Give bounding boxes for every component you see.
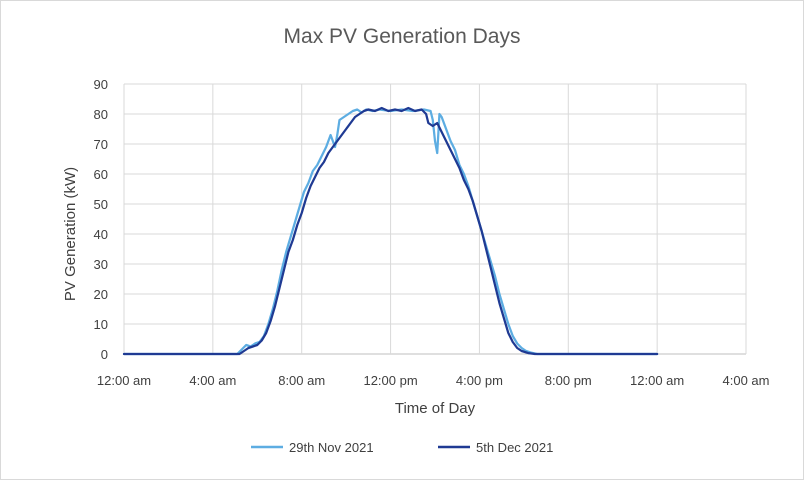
x-axis-label: Time of Day — [395, 400, 476, 417]
legend: 29th Nov 2021 5th Dec 2021 — [251, 440, 553, 455]
y-axis-label: PV Generation (kW) — [62, 167, 79, 301]
y-tick-label: 70 — [94, 137, 108, 152]
y-tick-label: 60 — [94, 167, 108, 182]
chart-title: Max PV Generation Days — [284, 25, 521, 48]
gridlines — [123, 83, 747, 355]
x-tick-label: 8:00 am — [278, 373, 325, 388]
y-tick-label: 0 — [101, 347, 108, 362]
x-tick-label: 8:00 pm — [545, 373, 592, 388]
legend-label: 29th Nov 2021 — [289, 440, 374, 455]
y-tick-label: 90 — [94, 77, 108, 92]
y-tick-label: 50 — [94, 197, 108, 212]
y-axis-ticks: 0 10 20 30 40 50 60 70 80 90 — [94, 77, 108, 362]
x-axis-ticks: 12:00 am 4:00 am 8:00 am 12:00 pm 4:00 pm 8:0… — [97, 373, 770, 388]
y-tick-label: 20 — [94, 287, 108, 302]
series-lines — [122, 106, 659, 356]
legend-label: 5th Dec 2021 — [476, 440, 553, 455]
x-tick-label: 4:00 pm — [456, 373, 503, 388]
x-tick-label: 4:00 am — [723, 373, 770, 388]
y-tick-label: 10 — [94, 317, 108, 332]
x-tick-label: 12:00 pm — [363, 373, 417, 388]
series-line-2 — [122, 106, 659, 356]
x-tick-label: 4:00 am — [189, 373, 236, 388]
y-tick-label: 30 — [94, 257, 108, 272]
x-tick-label: 12:00 am — [630, 373, 684, 388]
y-tick-label: 40 — [94, 227, 108, 242]
x-tick-label: 12:00 am — [97, 373, 151, 388]
y-tick-label: 80 — [94, 107, 108, 122]
